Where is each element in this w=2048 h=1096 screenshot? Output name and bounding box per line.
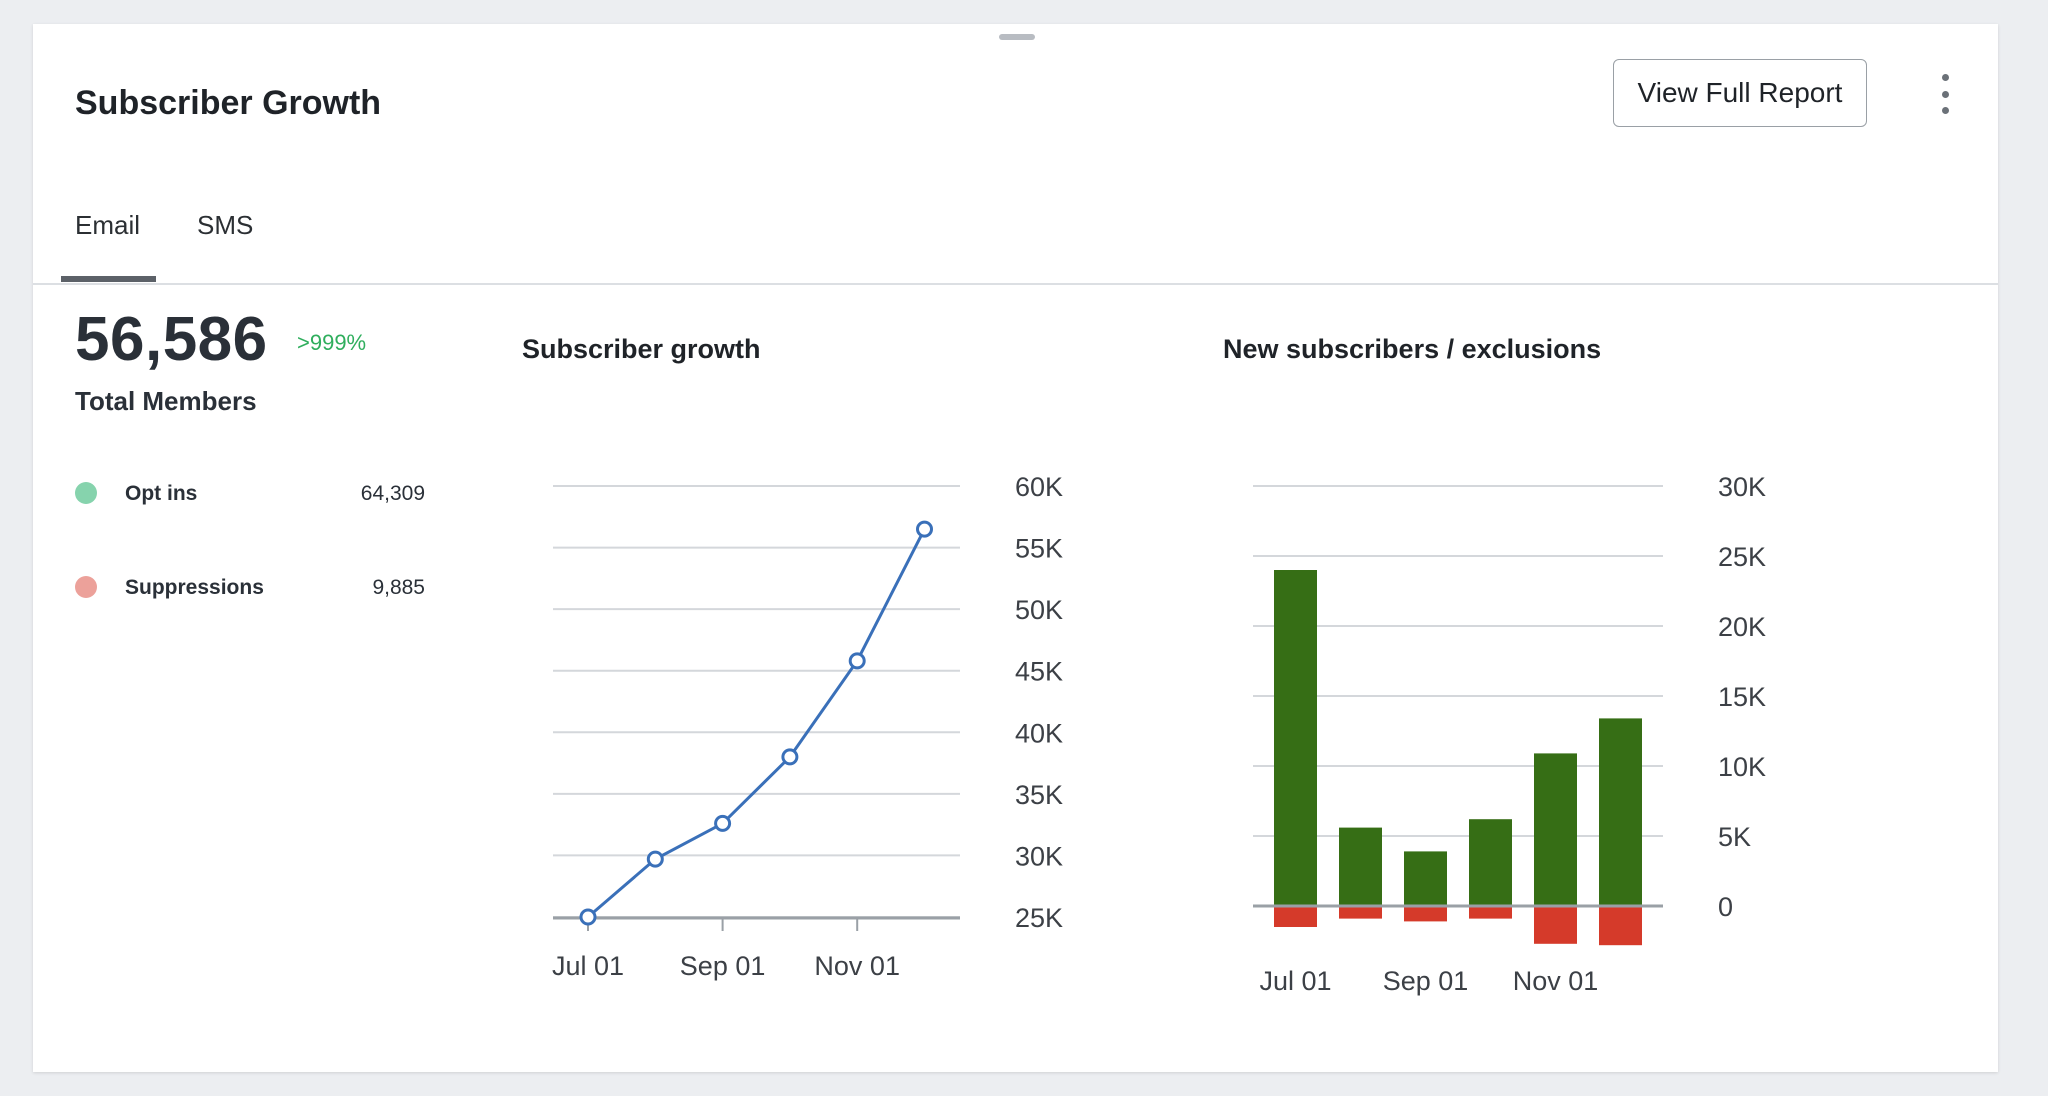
data-point <box>579 908 597 926</box>
y-tick-label: 45K <box>1015 657 1063 687</box>
kebab-menu-icon[interactable] <box>1933 74 1957 114</box>
exclusions-bar <box>1404 906 1447 922</box>
total-members-label: Total Members <box>75 386 257 416</box>
exclusions-bar <box>1534 906 1577 944</box>
data-point <box>714 814 732 832</box>
x-tick-label: Nov 01 <box>814 951 900 981</box>
data-point <box>781 748 799 766</box>
y-tick-label: 20K <box>1718 612 1766 642</box>
new-subscribers-bar <box>1534 753 1577 906</box>
tab-divider <box>33 283 1998 285</box>
x-tick-label: Sep 01 <box>680 951 766 981</box>
data-point <box>646 850 664 868</box>
view-full-report-button[interactable]: View Full Report <box>1613 59 1867 127</box>
active-tab-indicator <box>61 276 156 282</box>
legend-label: Suppressions <box>125 576 264 599</box>
y-tick-label: 25K <box>1015 903 1063 933</box>
x-tick-label: Jul 01 <box>1259 966 1331 996</box>
new-subscribers-bar-chart: 30K 25K 20K 15K 10K 5K 0 Jul 01 Sep 01 Nov 01 <box>1253 472 1766 996</box>
exclusions-bar <box>1469 906 1512 919</box>
exclusions-bar <box>1339 906 1382 919</box>
x-tick-label: Jul 01 <box>552 951 624 981</box>
y-tick-label: 5K <box>1718 822 1751 852</box>
exclusions-bar <box>1599 906 1642 946</box>
y-tick-label: 15K <box>1718 682 1766 712</box>
y-tick-label: 50K <box>1015 595 1063 625</box>
new-subscribers-bar <box>1274 570 1317 906</box>
data-point <box>848 652 866 670</box>
subscriber-growth-card: Subscriber Growth View Full Report Email… <box>33 24 1998 1072</box>
new-subscribers-chart-title: New subscribers / exclusions <box>1223 334 1602 364</box>
legend-row-suppressions: Suppressions 9,885 <box>75 574 425 604</box>
tab-sms[interactable]: SMS <box>197 210 254 240</box>
new-subscribers-bar <box>1599 718 1642 906</box>
subscriber-growth-line-chart: 60K 55K 50K 45K 40K 35K 30K 25K Jul 01 Sep 01 Nov … <box>552 472 1063 981</box>
y-tick-label: 40K <box>1015 718 1063 748</box>
card-title: Subscriber Growth <box>75 84 382 122</box>
subscriber-growth-chart-title: Subscriber growth <box>522 334 761 364</box>
suppressions-dot-icon <box>75 576 97 598</box>
legend-value: 64,309 <box>360 482 425 505</box>
data-point <box>916 520 933 538</box>
series-line <box>587 528 926 919</box>
exclusions-bar <box>1274 906 1317 927</box>
tab-email[interactable]: Email <box>75 210 141 240</box>
legend-label: Opt ins <box>125 482 198 505</box>
x-tick-label: Nov 01 <box>1513 966 1599 996</box>
opt-ins-dot-icon <box>75 482 97 504</box>
legend-value: 9,885 <box>372 576 425 599</box>
new-subscribers-bar <box>1404 851 1447 906</box>
y-tick-label: 30K <box>1718 472 1766 502</box>
drag-handle[interactable] <box>999 34 1035 40</box>
y-tick-label: 30K <box>1015 841 1063 871</box>
y-tick-label: 25K <box>1718 542 1766 572</box>
new-subscribers-bar <box>1339 827 1382 906</box>
legend-row-opt-ins: Opt ins 64,309 <box>75 480 425 510</box>
y-tick-label: 0 <box>1718 892 1733 922</box>
new-subscribers-bar <box>1469 819 1512 906</box>
y-tick-label: 10K <box>1718 752 1766 782</box>
y-tick-label: 35K <box>1015 780 1063 810</box>
total-members-value: 56,586 <box>75 305 268 374</box>
x-tick-label: Sep 01 <box>1383 966 1469 996</box>
y-tick-label: 55K <box>1015 534 1063 564</box>
change-badge: >999% <box>297 330 367 355</box>
y-tick-label: 60K <box>1015 472 1063 502</box>
